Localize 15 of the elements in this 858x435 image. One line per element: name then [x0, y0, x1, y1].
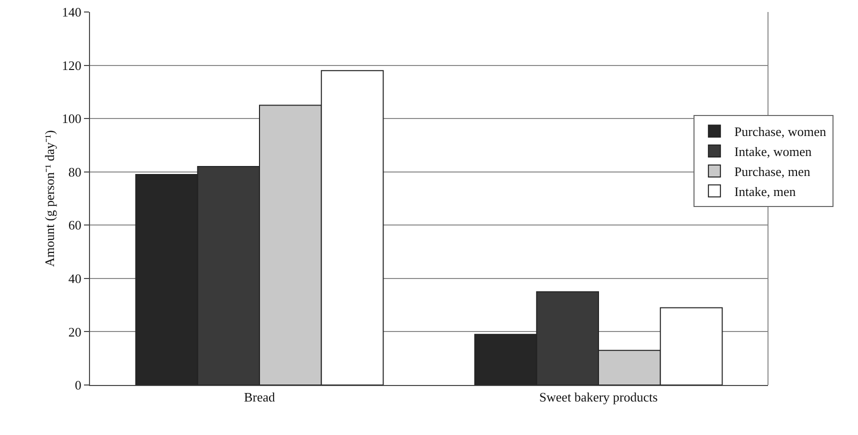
x-tick-label: Bread — [244, 390, 276, 405]
legend-label: Intake, men — [734, 184, 796, 199]
y-tick-label: 140 — [62, 4, 82, 20]
y-tick-label: 40 — [68, 270, 82, 286]
legend-label: Purchase, men — [734, 164, 811, 180]
legend-label: Intake, women — [734, 144, 812, 160]
y-tick-label: 100 — [62, 111, 82, 126]
y-tick-label: 120 — [62, 58, 82, 73]
y-tick-label: 80 — [68, 164, 82, 180]
legend-label: Purchase, women — [734, 124, 827, 140]
y-tick-label: 60 — [68, 218, 82, 233]
x-tick-label: Sweet bakery products — [539, 390, 658, 405]
y-tick-label: 0 — [74, 378, 82, 393]
y-axis-title: Amount (g person⁻¹ day⁻¹) — [42, 130, 57, 267]
y-tick-label: 20 — [68, 324, 82, 340]
